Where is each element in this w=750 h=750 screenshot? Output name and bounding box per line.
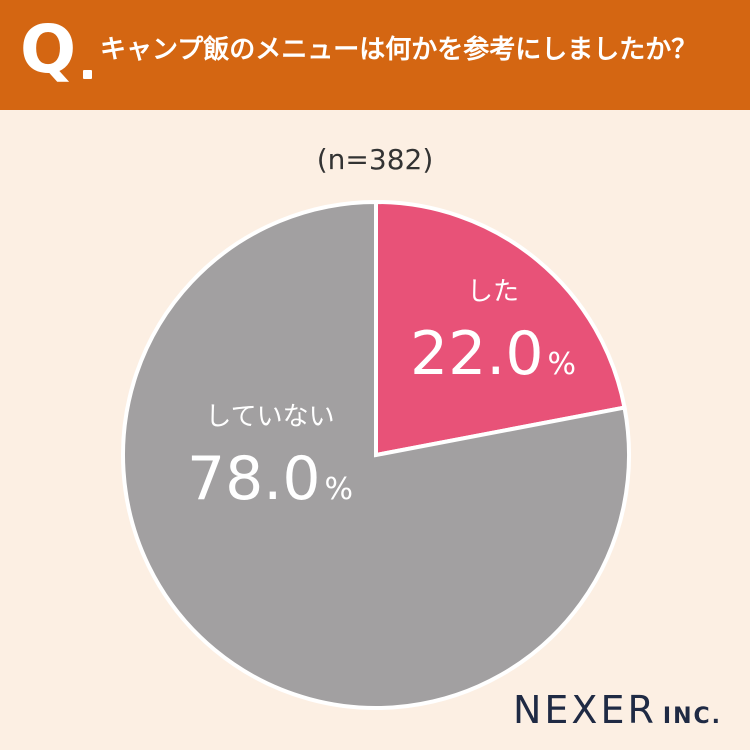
slice-value-number: 78.0 [187, 444, 321, 514]
question-text: キャンプ飯のメニューは何かを参考にしましたか？ [100, 35, 698, 65]
pie-slice-yes [374, 199, 627, 458]
pie-slices [121, 199, 631, 710]
slice-value-number: 22.0 [410, 319, 544, 389]
brand-name: NEXER [513, 688, 657, 732]
q-dot-icon [83, 70, 92, 79]
pie-slice-no [121, 199, 631, 710]
question-header: Q キャンプ飯のメニューは何かを参考にしましたか？ [0, 0, 750, 110]
q-mark: Q [20, 11, 77, 88]
slice-label-name: していない [205, 402, 334, 432]
slice-label-value: 78.0% [187, 444, 353, 514]
sample-size: (n=382) [316, 143, 434, 176]
pie-labels: した 22.0 % していない 78.0% [187, 277, 576, 514]
slice-value-unit: % [325, 472, 354, 507]
brand-logo: NEXER INC. [513, 688, 722, 732]
brand-suffix: INC. [662, 704, 722, 729]
slice-label-name: した [467, 277, 519, 307]
slice-value-unit: % [548, 347, 577, 382]
slice-label-value: 22.0% [410, 319, 576, 389]
